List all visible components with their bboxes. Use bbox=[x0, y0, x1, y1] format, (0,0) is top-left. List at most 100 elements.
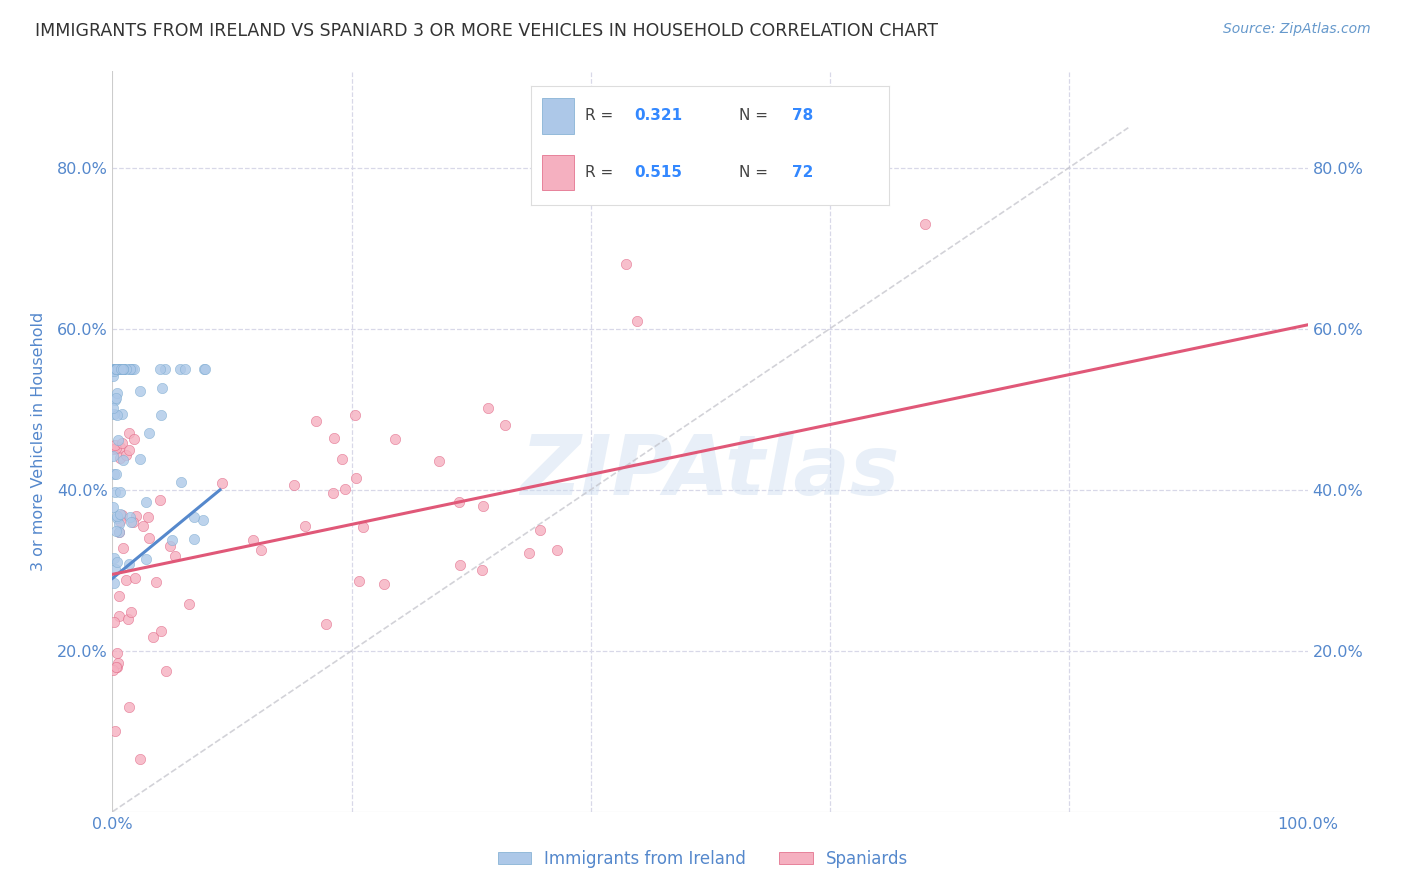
Point bbox=[101, 362, 124, 376]
Point bbox=[136, 509, 159, 524]
Point bbox=[105, 362, 128, 376]
Point bbox=[110, 362, 132, 376]
Point bbox=[115, 574, 138, 588]
Point bbox=[111, 508, 134, 523]
Point bbox=[477, 401, 499, 416]
Point bbox=[191, 512, 214, 526]
Point bbox=[110, 362, 132, 376]
Point bbox=[128, 384, 150, 399]
Point bbox=[118, 443, 141, 458]
Point bbox=[104, 362, 127, 376]
Point bbox=[183, 532, 205, 546]
Point bbox=[149, 408, 172, 422]
Point bbox=[107, 589, 129, 603]
Point bbox=[149, 493, 172, 508]
Point bbox=[471, 499, 494, 513]
Point bbox=[112, 362, 135, 376]
Point bbox=[142, 630, 165, 644]
Point bbox=[107, 656, 129, 670]
Y-axis label: 3 or more Vehicles in Household: 3 or more Vehicles in Household bbox=[31, 312, 45, 571]
Point bbox=[118, 425, 141, 440]
Point bbox=[169, 362, 191, 376]
Point bbox=[107, 524, 129, 539]
Point bbox=[170, 475, 193, 489]
Point bbox=[211, 476, 233, 491]
Point bbox=[122, 432, 145, 446]
Point bbox=[104, 659, 127, 673]
Point bbox=[384, 432, 406, 446]
Point bbox=[120, 605, 142, 619]
Text: Source: ZipAtlas.com: Source: ZipAtlas.com bbox=[1223, 22, 1371, 37]
Point bbox=[150, 381, 173, 395]
Point bbox=[110, 362, 132, 376]
Point bbox=[315, 617, 337, 632]
Point bbox=[105, 467, 128, 481]
Point bbox=[111, 408, 134, 422]
Point bbox=[626, 314, 648, 328]
Point bbox=[155, 664, 177, 678]
Point bbox=[111, 362, 134, 376]
Point bbox=[135, 495, 157, 509]
Point bbox=[111, 362, 134, 376]
Point bbox=[128, 752, 150, 766]
Point bbox=[330, 452, 353, 467]
Point bbox=[616, 258, 638, 272]
Point bbox=[103, 663, 125, 677]
Point bbox=[135, 552, 157, 566]
Point bbox=[118, 557, 141, 571]
Point bbox=[177, 597, 200, 611]
Point bbox=[163, 549, 186, 564]
Point bbox=[242, 533, 264, 547]
Point bbox=[108, 485, 131, 500]
Point bbox=[449, 558, 471, 572]
Point bbox=[111, 541, 134, 556]
Point bbox=[101, 449, 124, 463]
Point bbox=[105, 555, 128, 569]
Point bbox=[104, 485, 127, 500]
Point bbox=[105, 362, 128, 376]
Point bbox=[447, 495, 470, 509]
Point bbox=[138, 426, 160, 441]
Point bbox=[103, 575, 125, 590]
Point bbox=[105, 408, 128, 422]
Point bbox=[108, 508, 131, 522]
Point bbox=[107, 362, 129, 376]
Point bbox=[105, 385, 128, 400]
Point bbox=[111, 362, 134, 376]
Point bbox=[104, 391, 127, 405]
Point bbox=[149, 624, 172, 639]
Point bbox=[159, 540, 181, 554]
Point bbox=[111, 435, 134, 450]
Point bbox=[105, 362, 128, 376]
Point bbox=[250, 543, 273, 558]
Point bbox=[529, 523, 551, 537]
Point bbox=[108, 514, 131, 528]
Point bbox=[128, 451, 150, 466]
Point bbox=[194, 362, 217, 376]
Point bbox=[103, 407, 125, 421]
Point bbox=[344, 471, 367, 485]
Text: IMMIGRANTS FROM IRELAND VS SPANIARD 3 OR MORE VEHICLES IN HOUSEHOLD CORRELATION : IMMIGRANTS FROM IRELAND VS SPANIARD 3 OR… bbox=[35, 22, 938, 40]
Point bbox=[103, 364, 125, 378]
Point bbox=[104, 362, 127, 376]
Point bbox=[105, 510, 128, 524]
Point bbox=[112, 452, 135, 467]
Point bbox=[305, 414, 328, 428]
Point bbox=[323, 430, 346, 444]
Point bbox=[101, 362, 124, 376]
Point bbox=[120, 509, 142, 524]
Point bbox=[110, 440, 132, 454]
Point bbox=[105, 441, 128, 455]
Point bbox=[471, 564, 494, 578]
Point bbox=[122, 515, 145, 529]
Point bbox=[155, 362, 177, 376]
Point bbox=[294, 519, 316, 533]
Point bbox=[124, 571, 146, 585]
Point bbox=[110, 450, 132, 465]
Point bbox=[115, 449, 138, 463]
Point bbox=[193, 362, 215, 376]
Point bbox=[118, 362, 141, 376]
Point bbox=[105, 646, 128, 660]
Point bbox=[114, 362, 136, 376]
Point bbox=[105, 362, 128, 376]
